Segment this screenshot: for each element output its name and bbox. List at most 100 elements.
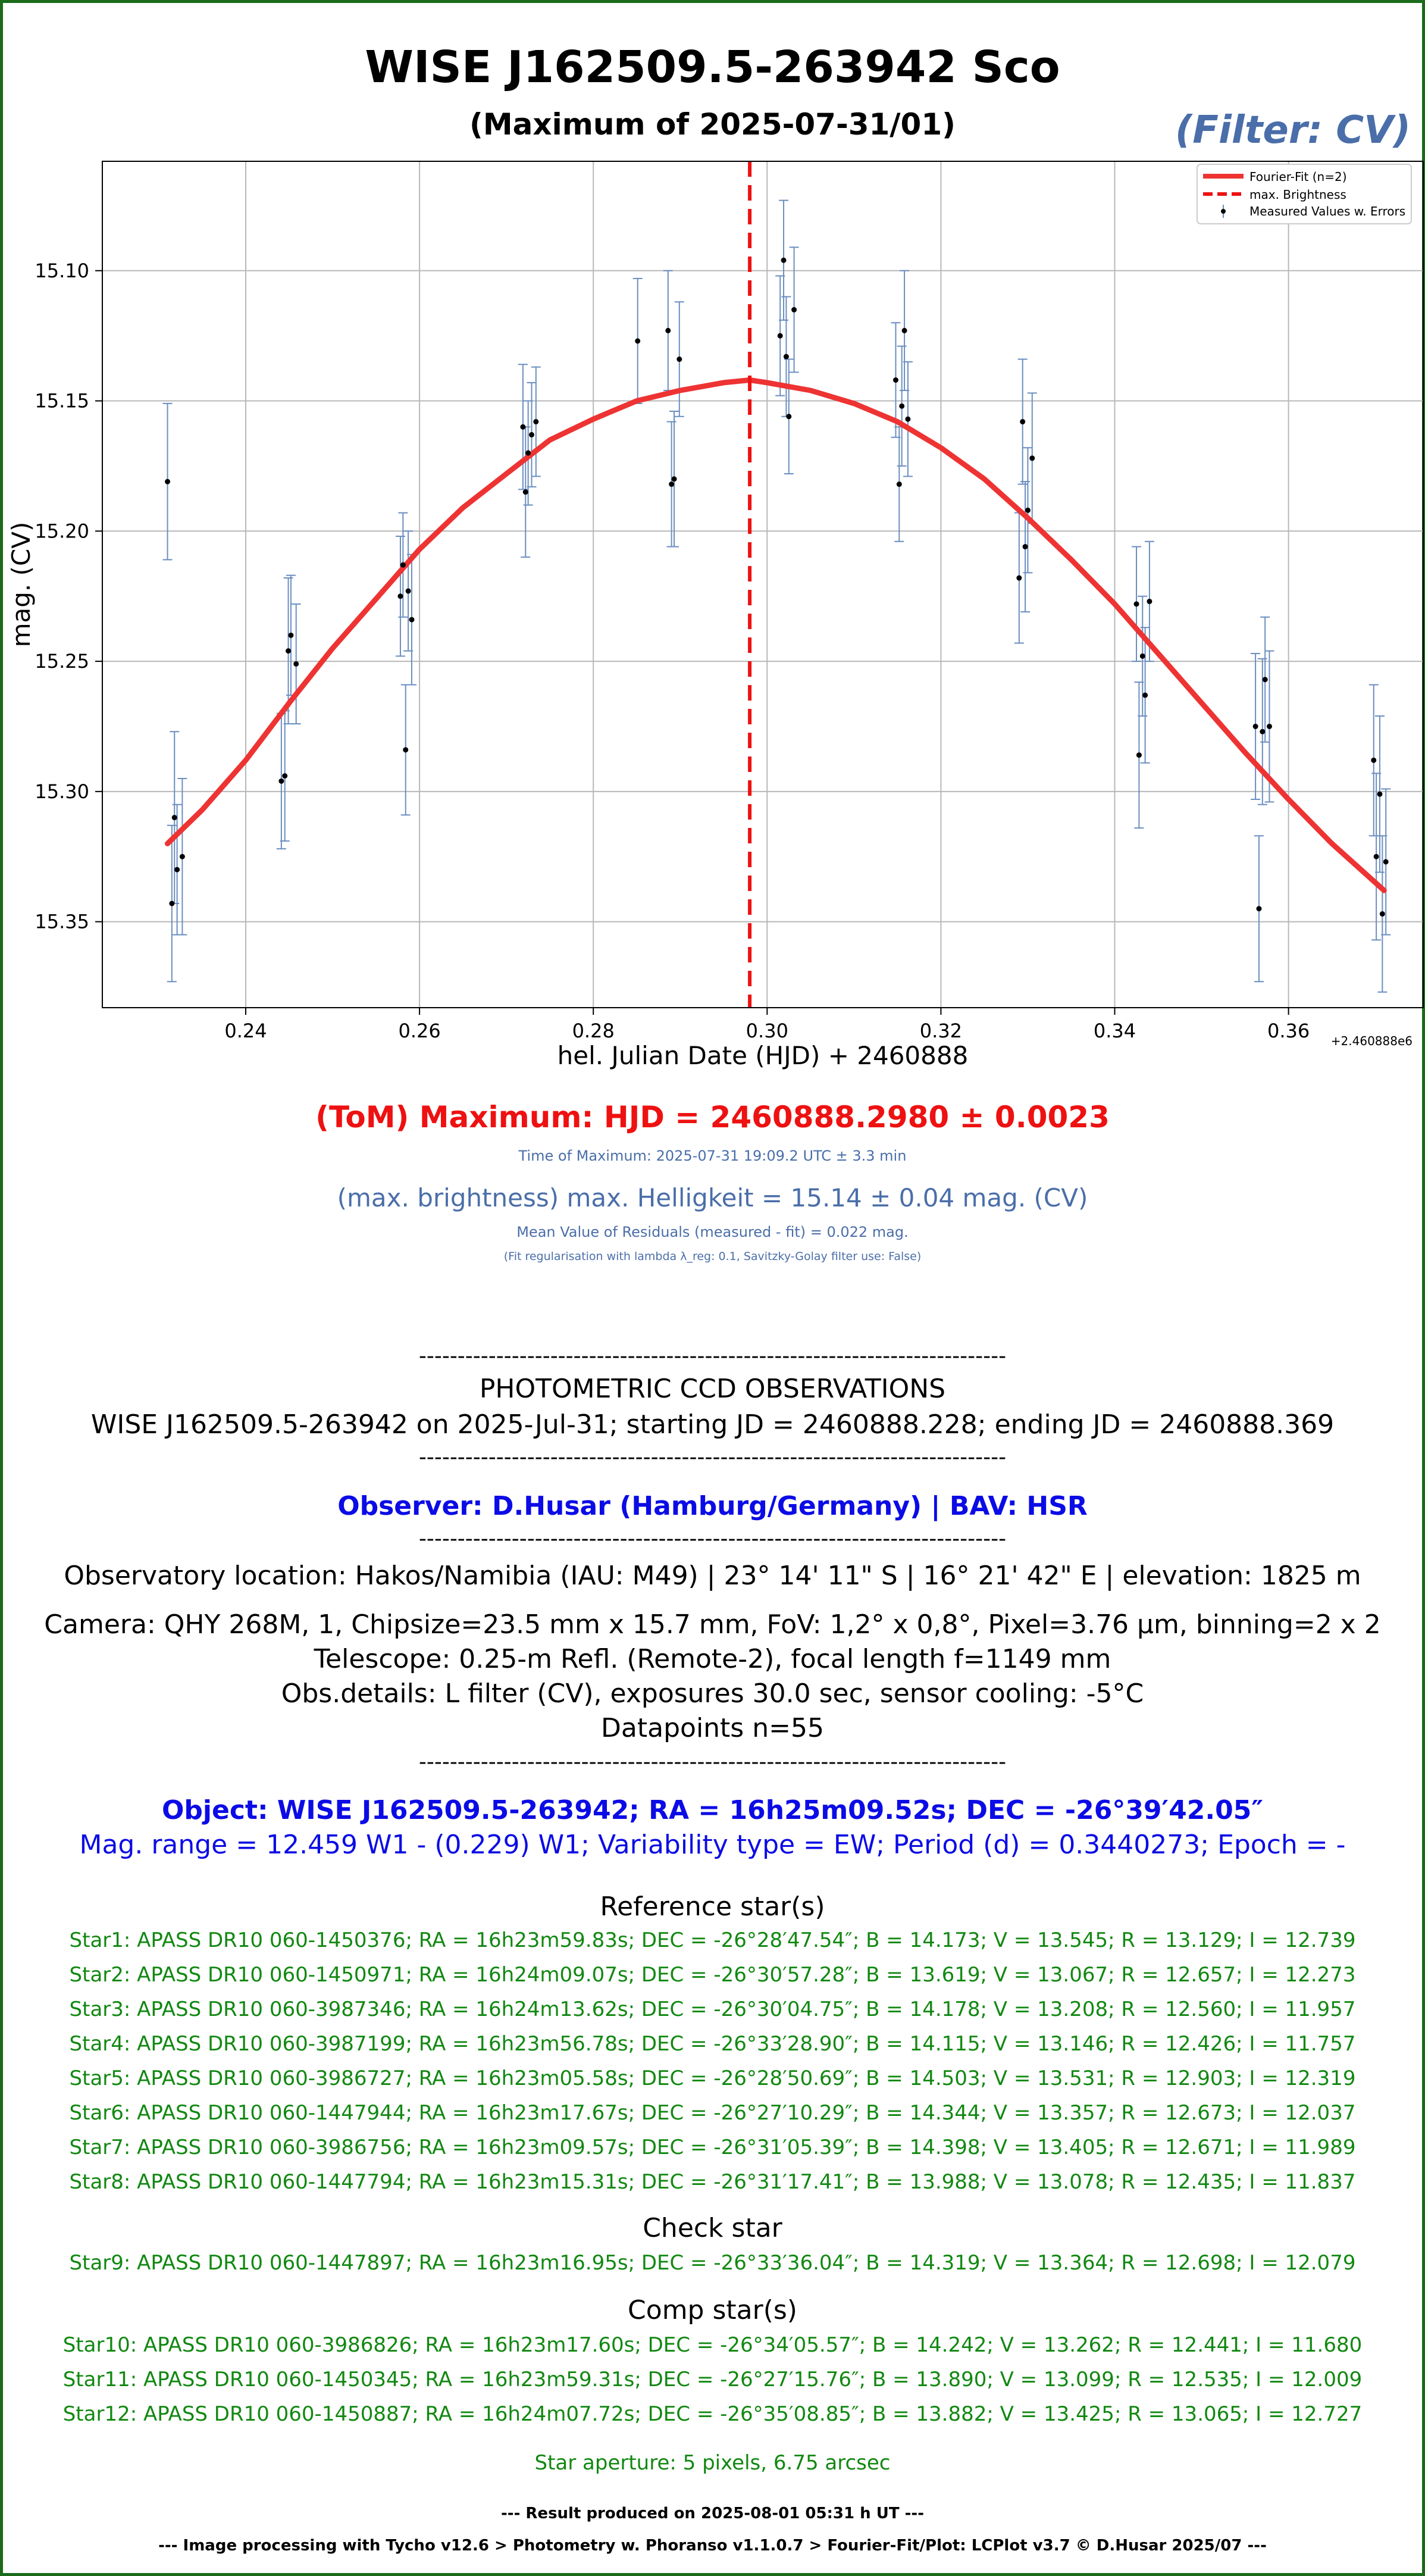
obs-summary: WISE J162509.5-263942 on 2025-Jul-31; st… — [90, 1409, 1335, 1440]
star-aperture: Star aperture: 5 pixels, 6.75 arcsec — [534, 2451, 891, 2475]
data-point — [1377, 791, 1383, 797]
fit-layer — [165, 377, 1387, 893]
fourier-fit-curve — [165, 377, 1387, 893]
separator: ----------------------------------------… — [418, 1527, 1007, 1551]
check-star: Star9: APASS DR10 060-1447897; RA = 16h2… — [69, 2251, 1356, 2275]
data-point — [783, 354, 789, 359]
data-point — [171, 815, 177, 821]
y-tick-label: 15.35 — [35, 911, 89, 933]
reference-stars-title: Reference star(s) — [600, 1892, 825, 1922]
check-star-title: Check star — [643, 2213, 782, 2243]
data-point — [677, 357, 682, 362]
data-point — [403, 747, 409, 753]
data-point — [901, 327, 907, 333]
chart-title: WISE J162509.5-263942 Sco — [365, 42, 1060, 93]
reference-star: Star3: APASS DR10 060-3987346; RA = 16h2… — [69, 1997, 1356, 2021]
mean-residuals: Mean Value of Residuals (measured - fit)… — [516, 1224, 909, 1240]
data-point — [1147, 598, 1152, 604]
y-tick-label: 15.20 — [35, 520, 89, 542]
reference-star: Star1: APASS DR10 060-1450376; RA = 16h2… — [69, 1928, 1356, 1952]
y-tick-label: 15.30 — [35, 780, 89, 803]
data-point — [405, 588, 411, 594]
data-point — [400, 562, 406, 568]
light-curve-chart: 0.24 0.26 0.28 0.30 0.32 0.34 0.36 15.10 15.15 15… — [7, 161, 1424, 1070]
legend-max-label: max. Brightness — [1249, 187, 1346, 202]
data-point — [1136, 752, 1142, 758]
obs-heading: PHOTOMETRIC CCD OBSERVATIONS — [479, 1374, 946, 1404]
chart-subtitle: (Maximum of 2025-07-31/01) — [469, 107, 956, 142]
fit-regularisation: (Fit regularisation with lambda λ_reg: 0… — [503, 1250, 922, 1263]
data-point — [1379, 911, 1385, 917]
reference-star: Star2: APASS DR10 060-1450971; RA = 16h2… — [69, 1963, 1356, 1987]
data-point — [1262, 677, 1268, 683]
data-point — [669, 482, 675, 487]
data-point — [522, 489, 528, 495]
data-point — [1260, 729, 1266, 734]
data-point — [892, 377, 898, 383]
grid — [102, 161, 1423, 1008]
comp-star: Star12: APASS DR10 060-1450887; RA = 16h… — [62, 2402, 1363, 2426]
reference-star: Star6: APASS DR10 060-1447944; RA = 16h2… — [69, 2101, 1356, 2125]
data-point — [786, 414, 792, 420]
comp-stars-title: Comp star(s) — [628, 2295, 797, 2325]
y-tick-label: 15.15 — [35, 390, 89, 412]
data-point — [529, 432, 534, 437]
x-tick-label: 0.30 — [746, 1020, 788, 1042]
x-tick-label: 0.26 — [398, 1020, 440, 1042]
data-point — [293, 661, 299, 667]
comp-star: Star11: APASS DR10 060-1450345; RA = 16h… — [62, 2368, 1363, 2391]
data-point — [282, 773, 288, 779]
data-point — [409, 617, 415, 623]
data-point — [1142, 692, 1148, 698]
reference-star: Star5: APASS DR10 060-3986727; RA = 16h2… — [69, 2067, 1356, 2090]
data-point — [905, 416, 911, 422]
error-bars — [162, 199, 1391, 993]
data-point — [781, 257, 787, 263]
data-point — [777, 333, 783, 339]
y-tick-label: 15.10 — [35, 260, 89, 282]
data-point — [1133, 601, 1139, 607]
data-point — [1139, 653, 1145, 659]
data-point — [533, 419, 539, 425]
filter-label: (Filter: CV) — [1175, 108, 1411, 152]
result-footer: --- Result produced on 2025-08-01 05:31 … — [500, 2505, 924, 2522]
data-point — [525, 450, 531, 456]
data-point — [1252, 723, 1258, 729]
data-point — [671, 476, 677, 482]
data-point — [665, 327, 671, 333]
data-point — [1256, 906, 1262, 912]
legend-box — [1197, 164, 1412, 224]
data-point — [165, 479, 171, 484]
x-tick-label: 0.28 — [572, 1020, 615, 1042]
mag-range: Mag. range = 12.459 W1 - (0.229) W1; Var… — [79, 1830, 1346, 1860]
datapoints: Datapoints n=55 — [601, 1713, 824, 1743]
reference-star: Star7: APASS DR10 060-3986756; RA = 16h2… — [69, 2136, 1356, 2159]
data-point — [1373, 854, 1379, 859]
data-point — [397, 593, 403, 599]
data-point — [1383, 859, 1389, 865]
camera: Camera: QHY 268M, 1, Chipsize=23.5 mm x … — [44, 1609, 1381, 1640]
data-point — [1025, 507, 1031, 513]
separator: ----------------------------------------… — [418, 1445, 1007, 1470]
data-points — [165, 257, 1389, 917]
x-tick-label: 0.24 — [224, 1020, 267, 1042]
x-tick-label: 0.32 — [920, 1020, 962, 1042]
data-point — [286, 648, 292, 654]
data-point — [635, 338, 641, 344]
data-point — [179, 854, 185, 859]
data-point — [1371, 757, 1377, 763]
observatory-location: Observatory location: Hakos/Namibia (IAU… — [64, 1561, 1361, 1591]
credits-footer: --- Image processing with Tycho v12.6 > … — [158, 2537, 1267, 2555]
data-point — [899, 403, 905, 409]
plot-frame — [102, 161, 1424, 1008]
axes: 0.24 0.26 0.28 0.30 0.32 0.34 0.36 15.10 15.15 15… — [35, 260, 1310, 1042]
y-axis-label: mag. (CV) — [7, 522, 36, 648]
object: Object: WISE J162509.5-263942; RA = 16h2… — [162, 1795, 1263, 1825]
x-offset-label: +2.460888e6 — [1331, 1034, 1413, 1048]
data-point — [1022, 544, 1028, 550]
data-point — [520, 424, 526, 430]
comp-star: Star10: APASS DR10 060-3986826; RA = 16h… — [62, 2333, 1363, 2357]
time-of-maximum: (ToM) Maximum: HJD = 2460888.2980 ± 0.00… — [315, 1100, 1110, 1134]
legend-errbar-label: Measured Values w. Errors — [1249, 204, 1405, 218]
